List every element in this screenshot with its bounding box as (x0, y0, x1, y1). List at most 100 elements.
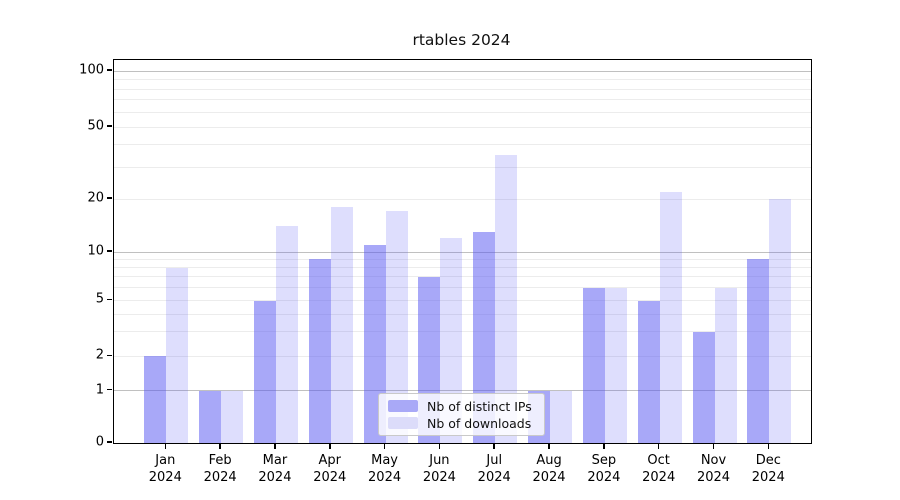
minor-gridline (114, 276, 811, 278)
x-axis-tick-label: Feb 2024 (188, 452, 252, 486)
bar-distinct-ips-sep (582, 287, 605, 443)
bar-distinct-ips-feb (199, 390, 222, 443)
x-axis-tick-mark (548, 444, 550, 449)
bar-downloads-jun (440, 238, 463, 443)
major-gridline (114, 70, 811, 72)
x-axis-tick-label: Sep 2024 (572, 452, 636, 486)
y-axis-tick-label: 20 (87, 190, 104, 206)
major-gridline (114, 390, 811, 392)
bar-downloads-aug (550, 390, 573, 443)
y-axis-tick-mark (107, 388, 112, 391)
bar-distinct-ips-oct (637, 300, 660, 443)
x-axis-tick-label: Dec 2024 (736, 452, 800, 486)
minor-gridline (114, 300, 811, 301)
x-axis-tick-year: 2024 (751, 470, 785, 485)
legend-item-downloads: Nb of downloads (379, 417, 544, 430)
bar-distinct-ips-mar (253, 300, 276, 443)
minor-gridline (114, 99, 811, 101)
minor-gridline (114, 355, 811, 357)
minor-gridline (114, 258, 811, 260)
bar-downloads-jul (495, 155, 518, 443)
x-axis-tick-year: 2024 (587, 470, 621, 485)
x-axis-tick-year: 2024 (642, 470, 676, 485)
x-axis-tick-year: 2024 (148, 470, 182, 485)
x-axis-tick-label: Apr 2024 (298, 452, 362, 486)
x-axis-tick-label: Jul 2024 (462, 452, 526, 486)
y-axis-tick-mark (107, 125, 112, 127)
y-axis-tick-label: 100 (79, 62, 104, 78)
minor-gridline (114, 313, 811, 315)
x-axis-tick-year: 2024 (696, 470, 731, 485)
x-axis-tick-year: 2024 (422, 470, 456, 485)
x-axis-tick-year: 2024 (203, 470, 237, 485)
legend: Nb of distinct IPs Nb of downloads (378, 393, 545, 436)
bar-downloads-dec (769, 199, 792, 443)
y-axis-tick-label: 50 (87, 118, 104, 134)
x-axis-tick-mark (767, 444, 770, 449)
legend-swatch-distinct-ips-icon (388, 400, 418, 412)
x-axis-tick-label: Jan 2024 (133, 452, 197, 486)
legend-label: Nb of downloads (427, 415, 532, 431)
bar-downloads-may (385, 211, 408, 443)
minor-gridline (114, 267, 811, 269)
x-axis-tick-mark (164, 444, 167, 449)
x-axis-tick-mark (438, 444, 441, 449)
x-axis-tick-label: Aug 2024 (517, 452, 581, 486)
x-axis-tick-label: May 2024 (353, 452, 417, 486)
x-axis-tick-year: 2024 (532, 470, 566, 485)
y-axis-tick-mark (107, 197, 112, 199)
x-axis-tick-mark (603, 444, 605, 449)
y-axis-tick-label: 0 (95, 434, 104, 450)
x-axis-tick-year: 2024 (477, 470, 511, 485)
x-axis-tick-year: 2024 (368, 470, 402, 485)
bar-downloads-oct (659, 191, 682, 443)
y-axis-tick-mark (107, 69, 112, 71)
legend-swatch-downloads-icon (388, 417, 418, 429)
bar-downloads-nov (714, 287, 737, 443)
bar-downloads-jan (166, 267, 189, 443)
x-axis-tick-mark (219, 444, 221, 449)
minor-gridline (114, 287, 811, 289)
minor-gridline (114, 79, 811, 81)
chart-title: rtables 2024 (412, 31, 511, 49)
legend-item-distinct-ips: Nb of distinct IPs (379, 400, 544, 413)
bar-downloads-mar (275, 226, 298, 443)
x-axis-tick-label: Mar 2024 (243, 452, 307, 486)
x-axis-tick-year: 2024 (258, 470, 292, 485)
minor-gridline (114, 88, 811, 90)
bar-distinct-ips-jan (144, 356, 167, 443)
minor-gridline (114, 144, 811, 146)
x-axis-tick-mark (657, 444, 660, 449)
bar-downloads-feb (221, 390, 244, 443)
x-axis-tick-label: Nov 2024 (682, 452, 746, 486)
y-axis-tick-label: 10 (87, 243, 104, 259)
y-axis-tick-mark (107, 354, 112, 357)
x-axis-tick-label: Oct 2024 (627, 452, 691, 486)
y-axis-tick-mark (107, 298, 112, 301)
x-axis-tick-mark (329, 444, 331, 449)
y-axis-tick-mark (107, 250, 112, 252)
minor-gridline (114, 166, 811, 168)
major-gridline (114, 251, 811, 253)
x-axis-tick-mark (383, 444, 386, 449)
y-axis-tick-label: 5 (95, 291, 104, 307)
bar-distinct-ips-dec (747, 259, 770, 443)
minor-gridline (114, 198, 811, 200)
bar-distinct-ips-apr (308, 259, 331, 443)
bar-distinct-ips-jul (473, 231, 496, 443)
x-axis-tick-year: 2024 (313, 470, 347, 485)
y-axis-tick-mark (107, 441, 112, 443)
x-axis-tick-mark (493, 444, 495, 449)
bar-downloads-sep (604, 287, 627, 443)
x-axis-tick-mark (712, 444, 715, 449)
bar-downloads-apr (330, 207, 353, 443)
minor-gridline (114, 331, 811, 333)
x-axis-tick-label: Jun 2024 (407, 452, 471, 486)
bar-distinct-ips-nov (692, 331, 715, 443)
legend-label: Nb of distinct IPs (427, 398, 532, 414)
minor-gridline (114, 126, 811, 128)
plot-area (113, 59, 812, 444)
y-axis-tick-label: 1 (95, 382, 104, 398)
minor-gridline (114, 111, 811, 113)
